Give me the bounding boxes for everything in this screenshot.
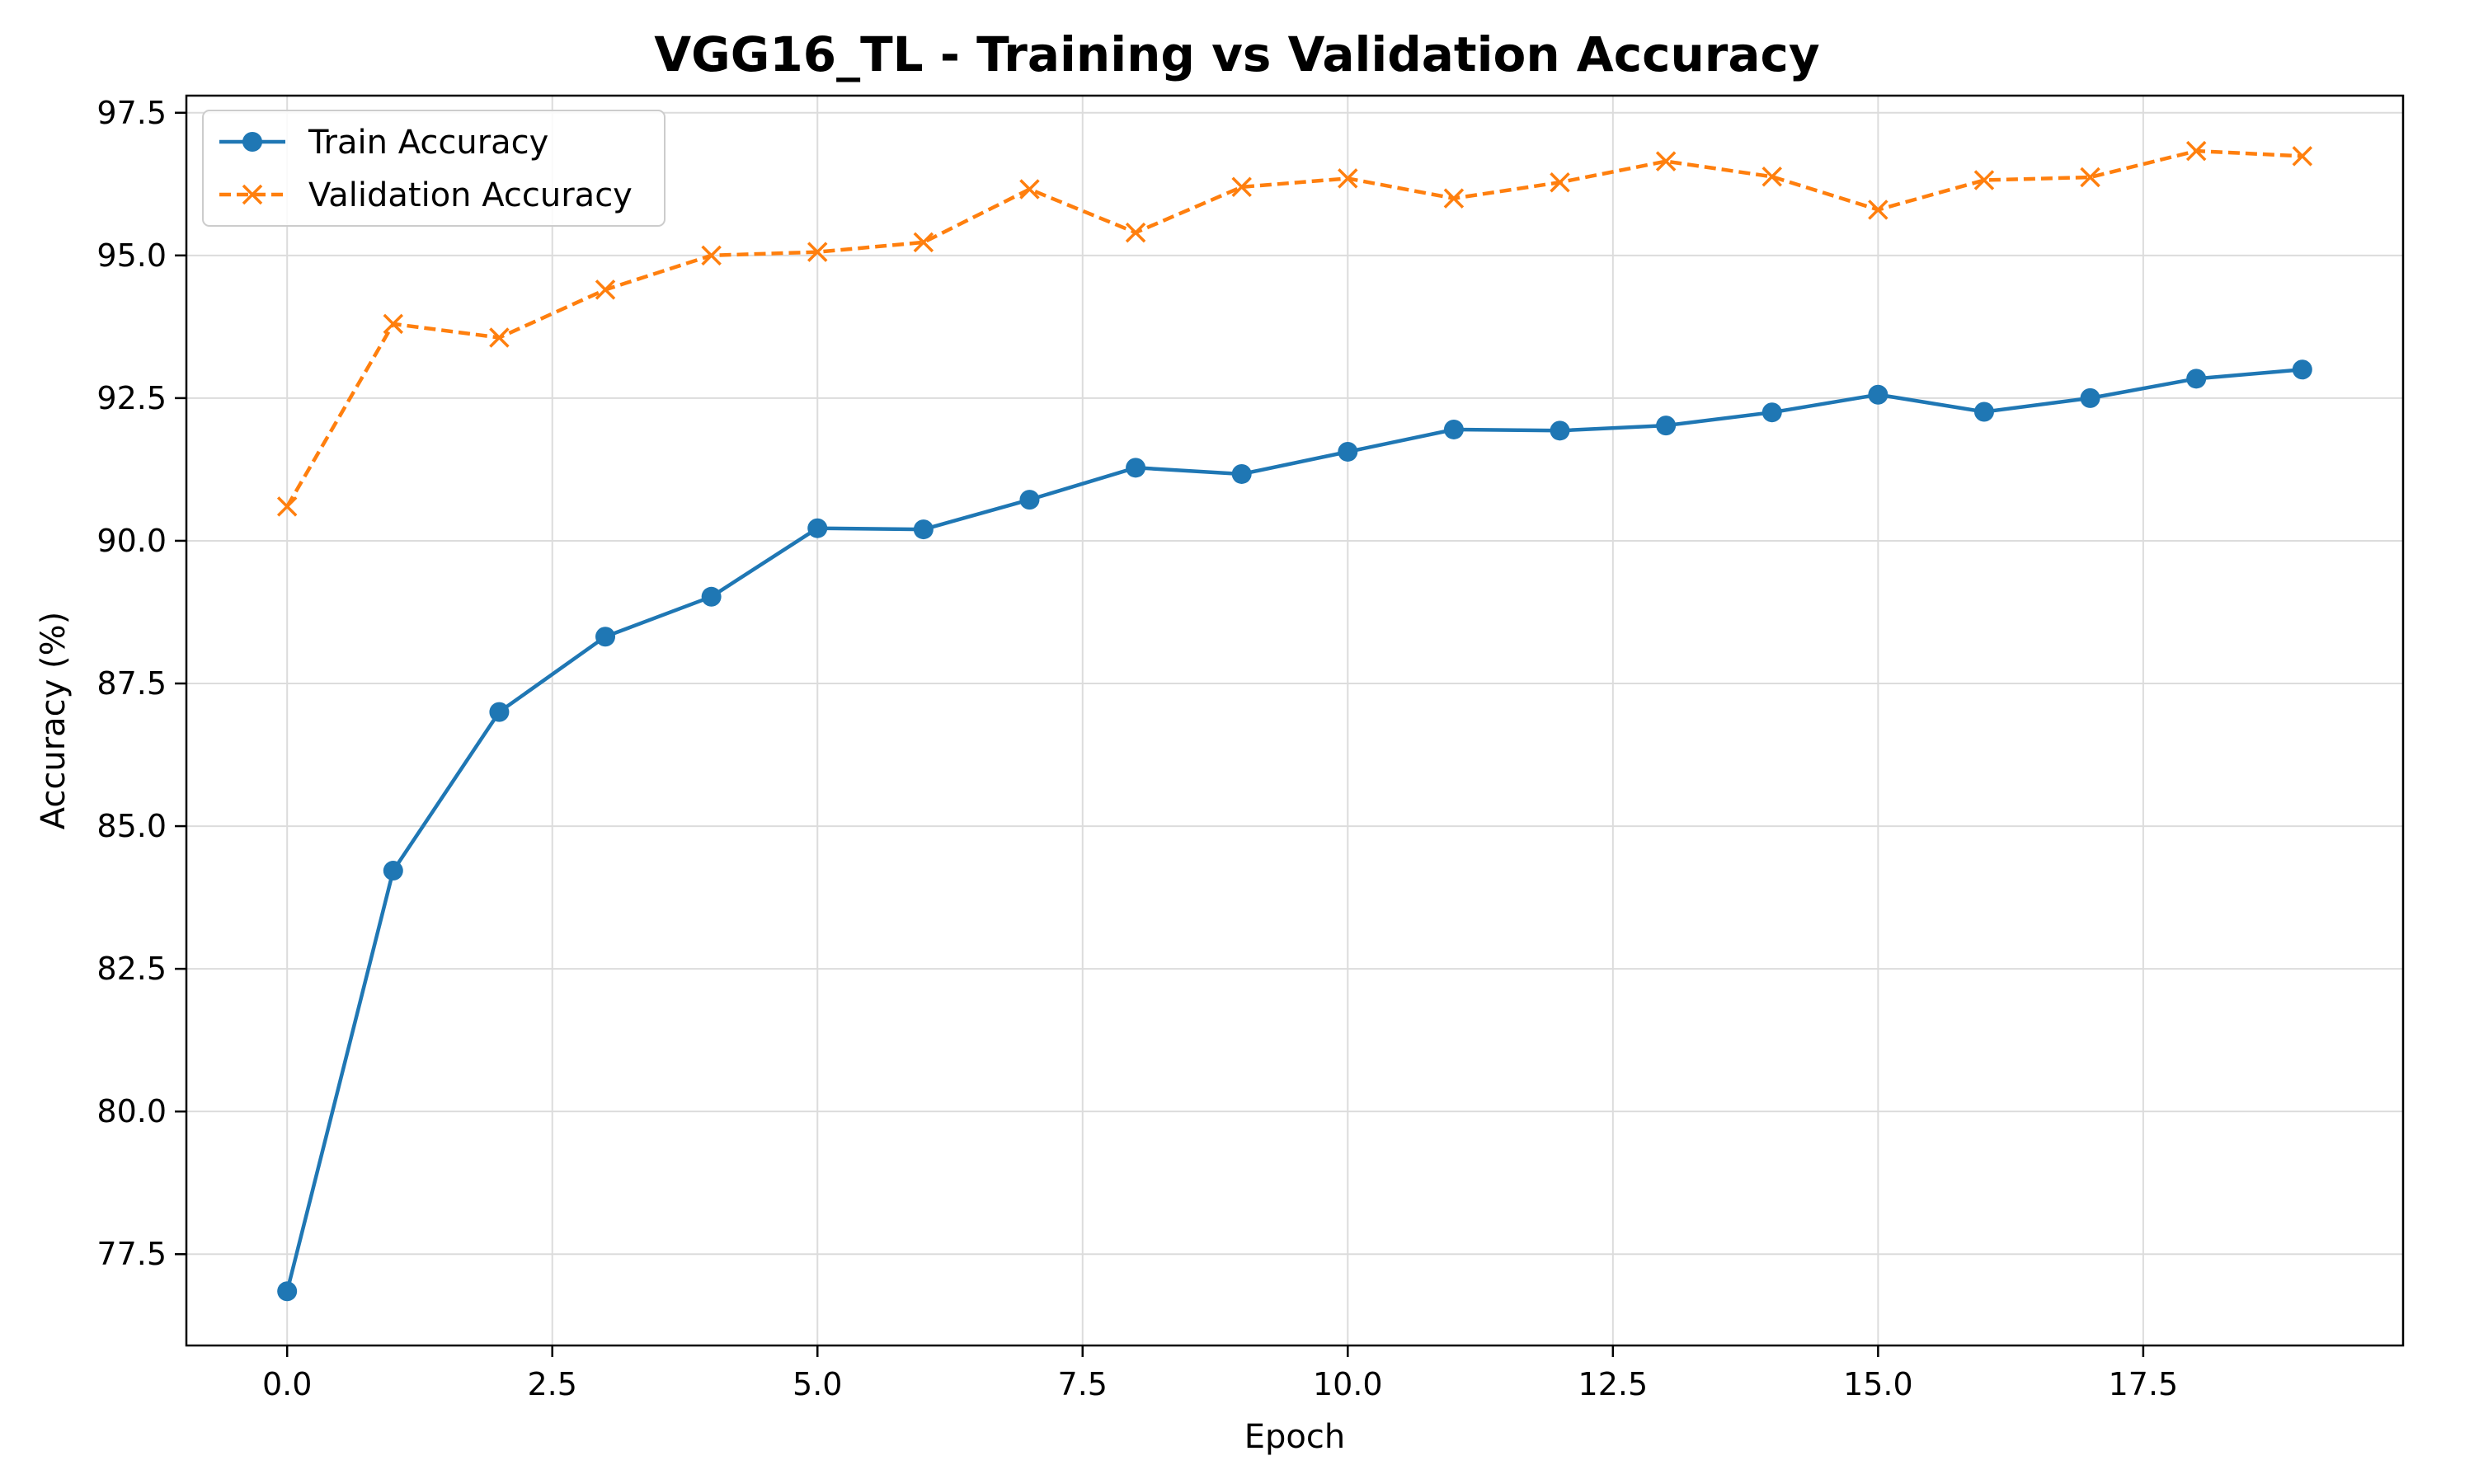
x-tick-label: 10.0: [1313, 1366, 1383, 1402]
y-tick-label: 92.5: [96, 380, 167, 416]
x-tick-label: 0.0: [262, 1366, 312, 1402]
data-point-circle: [1550, 420, 1570, 441]
data-point-circle: [1443, 419, 1464, 439]
y-tick-label: 77.5: [96, 1236, 167, 1272]
y-tick-label: 85.0: [96, 808, 167, 844]
data-point-circle: [1126, 458, 1146, 478]
data-point-circle: [1868, 384, 1888, 405]
data-point-x: [1019, 179, 1040, 200]
y-tick-label: 80.0: [96, 1093, 167, 1129]
legend: Train Accuracy Validation Accuracy: [202, 110, 666, 227]
ticks: 0.0 2.5 5.0 7.5 10.0 12.5 15.0 17.5 77.5 80.0 82.5…: [96, 95, 2178, 1402]
data-point-x: [1761, 167, 1782, 187]
legend-marker: [242, 132, 262, 152]
data-point-x: [807, 242, 828, 262]
data-point-circle: [701, 586, 722, 607]
y-tick-label: 95.0: [96, 237, 167, 274]
data-point-x: [1443, 188, 1465, 209]
axes-frame: [185, 94, 2405, 1347]
data-point-circle: [1338, 441, 1358, 462]
grid: [186, 96, 2403, 1345]
series-layer: [276, 140, 2313, 1302]
legend-label: Validation Accuracy: [308, 176, 633, 214]
legend-entry: Train Accuracy: [219, 124, 548, 162]
data-point-circle: [913, 519, 934, 540]
data-point-x: [1550, 171, 1570, 193]
data-point-circle: [1761, 402, 1782, 423]
data-point-x: [2292, 146, 2313, 167]
y-tick-label: 82.5: [96, 951, 167, 987]
y-tick-label: 90.0: [96, 523, 167, 559]
data-point-circle: [595, 627, 616, 647]
data-point-circle: [1231, 463, 1252, 484]
x-axis-label: Epoch: [1244, 1418, 1345, 1456]
data-point-x: [1655, 151, 1677, 171]
data-point-circle: [2080, 387, 2100, 408]
data-point-x: [383, 313, 404, 335]
series-line: [285, 368, 2302, 1292]
y-axis-label: Accuracy (%): [35, 612, 73, 830]
data-point-x: [1338, 168, 1358, 189]
data-point-x: [1125, 222, 1146, 243]
x-tick-label: 2.5: [527, 1366, 576, 1402]
data-point-x: [1231, 176, 1252, 197]
x-tick-label: 17.5: [2109, 1366, 2179, 1402]
legend-box: [202, 110, 666, 227]
chart-title: VGG16_TL - Training vs Validation Accura…: [654, 26, 1819, 82]
data-point-x: [1868, 200, 1888, 220]
data-point-x: [595, 279, 616, 300]
x-tick-label: 5.0: [793, 1366, 842, 1402]
data-point-x: [1973, 170, 1995, 190]
data-point-x: [2080, 167, 2100, 188]
data-point-circle: [2292, 359, 2312, 380]
x-tick-label: 15.0: [1843, 1366, 1913, 1402]
series-validation-accuracy: [276, 140, 2313, 517]
data-point-circle: [489, 702, 510, 722]
data-point-x: [489, 327, 510, 348]
series-train-accuracy: [277, 359, 2312, 1302]
legend-label: Train Accuracy: [308, 124, 548, 162]
legend-marker: [242, 184, 263, 205]
data-point-x: [913, 232, 934, 253]
legend-entry: Validation Accuracy: [219, 176, 633, 214]
data-point-circle: [383, 861, 403, 881]
data-point-circle: [1019, 490, 1040, 510]
series-line: [285, 148, 2302, 508]
data-point-circle: [1656, 416, 1677, 436]
data-point-x: [276, 496, 298, 517]
data-point-x: [701, 245, 722, 266]
data-point-circle: [277, 1281, 298, 1302]
data-point-circle: [1973, 402, 1994, 422]
y-tick-label: 97.5: [96, 95, 167, 131]
x-tick-label: 12.5: [1578, 1366, 1649, 1402]
y-tick-label: 87.5: [96, 665, 167, 702]
data-point-x: [2185, 140, 2207, 162]
data-point-circle: [2186, 369, 2207, 389]
x-tick-label: 7.5: [1058, 1366, 1108, 1402]
data-point-circle: [807, 518, 828, 538]
